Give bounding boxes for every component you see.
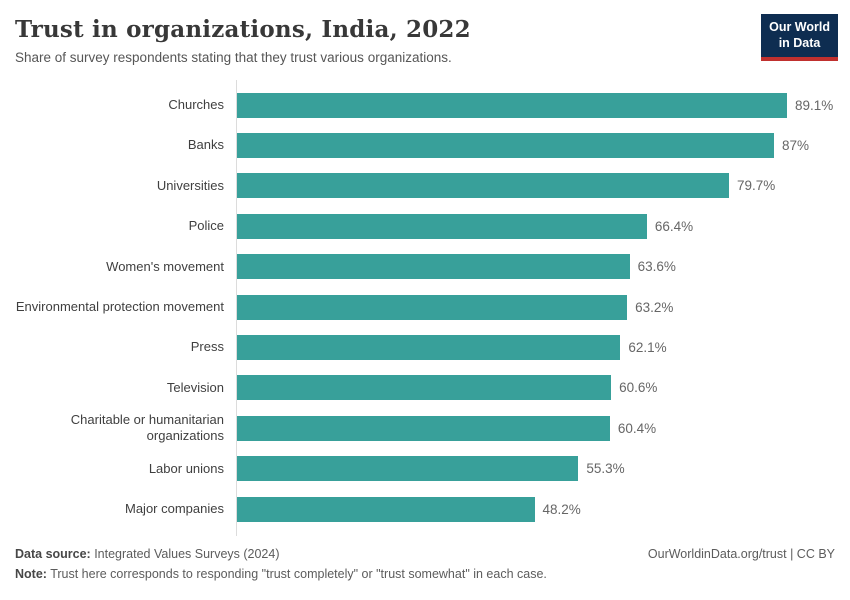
bar-row: Police 66.4% bbox=[0, 206, 835, 246]
value-label: 63.6% bbox=[637, 259, 676, 275]
value-label: 55.3% bbox=[586, 461, 625, 477]
bar[interactable] bbox=[237, 415, 610, 441]
bar[interactable] bbox=[237, 254, 630, 280]
bar-row: Television 60.6% bbox=[0, 368, 835, 408]
bar[interactable] bbox=[237, 294, 628, 320]
chart-subtitle: Share of survey respondents stating that… bbox=[15, 50, 452, 65]
bar-row: Churches 89.1% bbox=[0, 85, 835, 125]
bar[interactable] bbox=[237, 375, 612, 401]
bar[interactable] bbox=[237, 456, 579, 482]
category-label: Labor unions bbox=[148, 460, 224, 476]
y-axis-line bbox=[236, 80, 237, 537]
owid-logo-line1: Our World bbox=[769, 20, 830, 34]
value-label: 89.1% bbox=[795, 97, 834, 113]
value-label: 87% bbox=[782, 138, 810, 154]
chart-header: Trust in organizations, India, 2022 Shar… bbox=[0, 0, 850, 65]
bar-row: Banks 87% bbox=[0, 125, 835, 165]
value-label: 48.2% bbox=[542, 501, 581, 517]
value-label: 60.4% bbox=[617, 420, 657, 436]
bar[interactable] bbox=[237, 335, 621, 361]
bar[interactable] bbox=[237, 92, 787, 118]
owid-logo-line2: in Data bbox=[778, 36, 821, 51]
category-label: Press bbox=[190, 339, 224, 355]
bar-rows: Churches 89.1% Banks 87% Universities 79.7% Po… bbox=[0, 80, 835, 536]
value-label: 79.7% bbox=[736, 178, 776, 194]
bar-row: Women's movement 63.6% bbox=[0, 247, 835, 287]
owid-logo[interactable]: Our World in Data bbox=[761, 14, 838, 61]
note-text: Trust here corresponds to responding "tr… bbox=[46, 567, 547, 582]
value-label: 63.2% bbox=[635, 299, 674, 315]
data-source: Data source: Integrated Values Surveys (… bbox=[15, 544, 280, 565]
note: Note: Trust here corresponds to respondi… bbox=[15, 567, 547, 581]
value-label: 60.6% bbox=[619, 380, 658, 396]
note-label: Note: bbox=[15, 567, 47, 582]
bar-row: Major companies 48.2% bbox=[0, 489, 835, 529]
data-source-label: Data source: bbox=[15, 546, 91, 561]
category-label: Television bbox=[166, 379, 224, 395]
bar-row: Charitable or humanitarian organizations… bbox=[0, 408, 835, 448]
page-title: Trust in organizations, India, 2022 bbox=[15, 16, 471, 43]
category-label: Charitable or humanitarian organizations bbox=[70, 412, 224, 444]
bar-row: Universities 79.7% bbox=[0, 166, 835, 206]
owid-url-link[interactable]: OurWorldinData.org/trust | CC BY bbox=[647, 546, 835, 561]
bar-row: Environmental protection movement 63.2% bbox=[0, 287, 835, 327]
bar[interactable] bbox=[237, 133, 775, 159]
bar-row: Labor unions 55.3% bbox=[0, 449, 835, 489]
category-label: Women's movement bbox=[106, 258, 224, 274]
chart-footer: Data source: Integrated Values Surveys (… bbox=[15, 544, 835, 585]
bar-chart: Churches 89.1% Banks 87% Universities 79.7% Po… bbox=[0, 80, 835, 537]
data-source-text: Integrated Values Surveys (2024) bbox=[90, 546, 280, 561]
bar[interactable] bbox=[237, 213, 647, 239]
category-label: Banks bbox=[187, 137, 224, 153]
category-label: Universities bbox=[156, 177, 224, 193]
bar-row: Press 62.1% bbox=[0, 327, 835, 367]
bar[interactable] bbox=[237, 173, 729, 199]
category-label: Police bbox=[188, 218, 224, 234]
value-label: 66.4% bbox=[654, 218, 694, 234]
category-label: Major companies bbox=[125, 500, 224, 516]
value-label: 62.1% bbox=[628, 340, 667, 356]
category-label: Environmental protection movement bbox=[15, 299, 224, 315]
category-label: Churches bbox=[168, 97, 224, 113]
bar[interactable] bbox=[237, 496, 535, 522]
